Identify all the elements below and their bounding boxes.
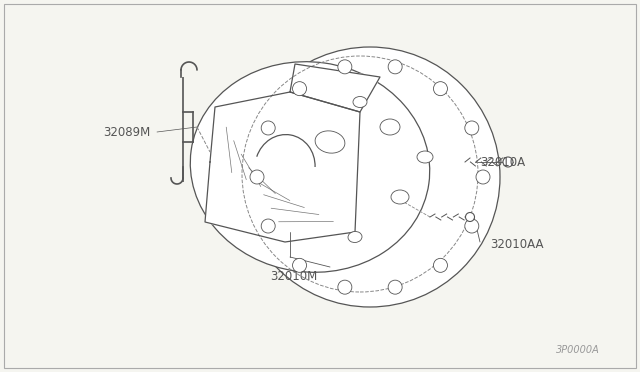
- Circle shape: [476, 170, 490, 184]
- Circle shape: [261, 219, 275, 233]
- Circle shape: [338, 280, 352, 294]
- Text: 3P0000A: 3P0000A: [556, 345, 600, 355]
- Text: 32010M: 32010M: [270, 270, 317, 283]
- Circle shape: [388, 60, 402, 74]
- Circle shape: [465, 219, 479, 233]
- Ellipse shape: [315, 131, 345, 153]
- Ellipse shape: [190, 62, 429, 272]
- Circle shape: [250, 170, 264, 184]
- Text: 32089M: 32089M: [103, 125, 150, 138]
- Circle shape: [292, 81, 307, 96]
- Circle shape: [338, 60, 352, 74]
- Circle shape: [503, 157, 513, 167]
- Circle shape: [465, 212, 474, 221]
- Circle shape: [433, 81, 447, 96]
- Circle shape: [388, 280, 402, 294]
- Circle shape: [292, 258, 307, 272]
- Polygon shape: [205, 92, 360, 242]
- Ellipse shape: [380, 119, 400, 135]
- Text: 32010AA: 32010AA: [490, 237, 543, 250]
- Ellipse shape: [417, 151, 433, 163]
- Text: 32010A: 32010A: [480, 155, 525, 169]
- Ellipse shape: [391, 190, 409, 204]
- Circle shape: [261, 121, 275, 135]
- Polygon shape: [290, 64, 380, 112]
- Circle shape: [465, 121, 479, 135]
- Ellipse shape: [353, 96, 367, 108]
- Circle shape: [240, 47, 500, 307]
- Circle shape: [433, 258, 447, 272]
- Ellipse shape: [348, 231, 362, 243]
